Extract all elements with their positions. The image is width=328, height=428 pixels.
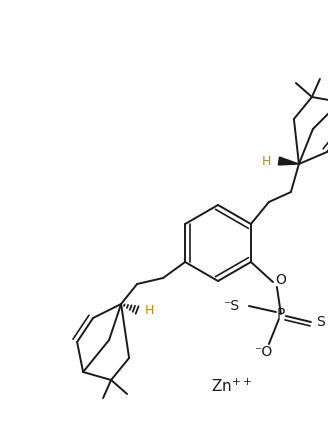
Text: Zn$^{++}$: Zn$^{++}$ [212, 377, 253, 395]
Text: H: H [145, 304, 154, 318]
Text: P: P [277, 307, 285, 321]
Text: H: H [261, 155, 271, 167]
Text: O: O [276, 273, 286, 287]
Text: ⁻S: ⁻S [223, 299, 239, 313]
Text: ⁻O: ⁻O [254, 345, 272, 359]
Text: S: S [317, 315, 325, 329]
Polygon shape [278, 157, 299, 165]
